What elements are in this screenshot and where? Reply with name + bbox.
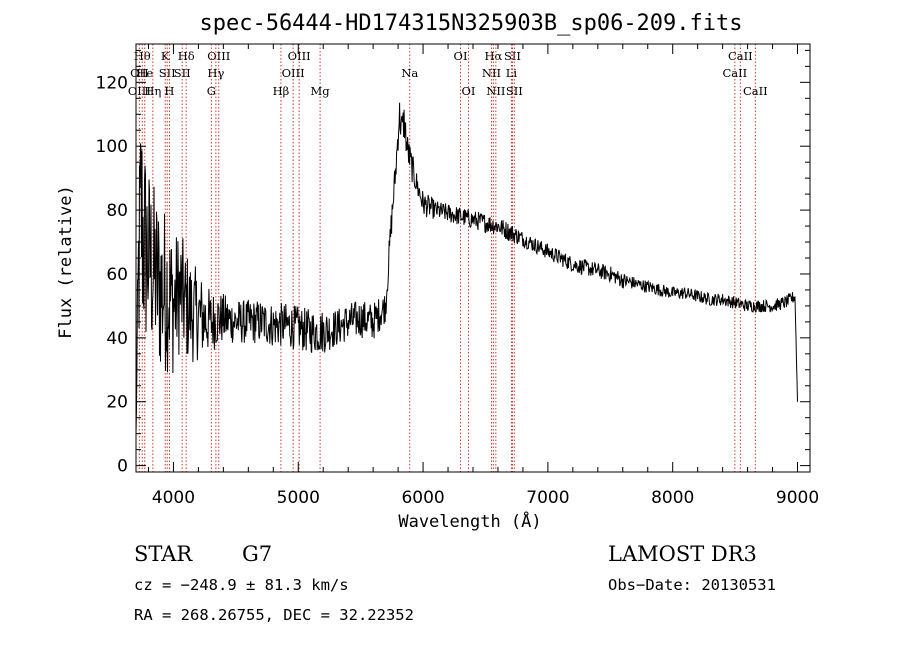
plot-frame [135,43,811,473]
line-label: Mg [311,84,331,98]
x-tick-label: 5000 [277,488,320,508]
line-label: Hγ [207,66,224,80]
y-tick-label: 120 [96,73,128,93]
line-label: OIII [288,49,311,63]
line-label: Hα [484,49,502,63]
line-label: SII [506,84,523,98]
y-tick-label: 20 [106,393,128,413]
chart-title: spec-56444-HD174315N325903B_sp06-209.fit… [199,11,742,36]
line-label: CaII [722,66,747,80]
line-label: NII [486,84,505,98]
line-label: K [161,49,170,63]
x-tick-label: 8000 [651,488,694,508]
line-label: Hη [144,84,161,98]
redshift-cz: cz = −248.9 ± 81.3 km/s [134,576,349,594]
line-label: Hδ [178,49,195,63]
y-axis-label: Flux (relative) [56,185,76,339]
line-label: NII [482,66,501,80]
line-label: H [164,84,174,98]
line-label: Hβ [273,84,290,98]
ra-dec-coordinates: RA = 268.26755, DEC = 32.22352 [134,606,414,624]
x-axis-ticks: 4000 5000 6000 7000 8000 9000 [147,44,819,508]
spectrum-line [135,102,798,434]
line-label: OII [130,66,149,80]
spectrum-series [135,102,798,434]
line-label: SII [504,49,521,63]
x-tick-label: 9000 [776,488,819,508]
line-label: CaII [728,49,753,63]
line-label: OI [454,49,468,63]
x-tick-label: 6000 [401,488,444,508]
y-tick-label: 0 [117,457,128,477]
line-label: He [136,66,153,80]
object-class: STAR [134,542,193,566]
line-label: G [207,84,216,98]
line-label: OIII [207,49,230,63]
object-subclass: G7 [242,542,272,566]
x-tick-label: 4000 [152,488,195,508]
y-tick-label: 60 [106,265,128,285]
observation-date: Obs−Date: 20130531 [608,576,776,594]
y-axis-ticks: 0 20 40 60 80 100 120 [96,49,810,477]
line-label: Na [401,66,418,80]
x-axis-label: Wavelength (Å) [398,510,541,532]
x-tick-label: 7000 [526,488,569,508]
line-label: Hθ [134,49,151,63]
y-tick-label: 100 [96,137,128,157]
line-label: OI [462,84,476,98]
y-tick-label: 40 [106,329,128,349]
line-label: SII [174,66,191,80]
line-label: OIII [282,66,305,80]
line-label: SII [159,66,176,80]
y-tick-label: 80 [106,201,128,221]
survey-name: LAMOST DR3 [608,542,757,566]
line-label: CaII [743,84,768,98]
line-label: Li [506,66,518,80]
